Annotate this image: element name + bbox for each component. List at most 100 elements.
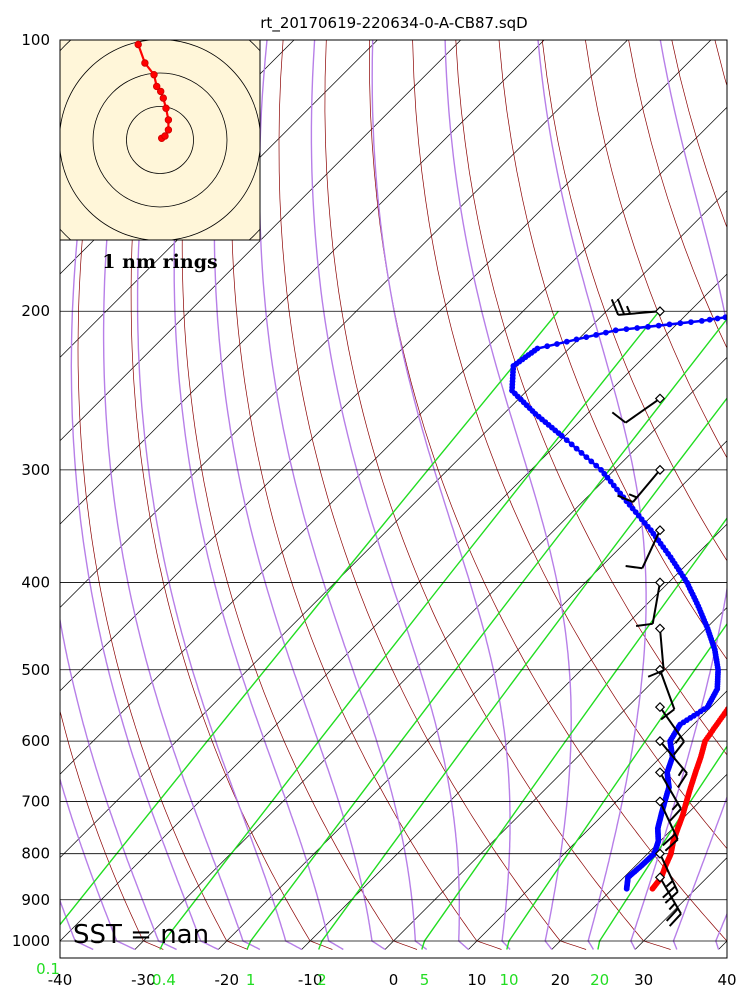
dry-adiabat-line [324, 40, 671, 950]
temperature-point [735, 679, 740, 684]
chart-title: rt_20170619-220634-0-A-CB87.sqD [260, 14, 527, 33]
dewpoint-point [714, 315, 721, 322]
temperature-point [738, 670, 743, 675]
hodograph-point [156, 87, 165, 96]
dewpoint-point [747, 311, 750, 316]
wind-barb [610, 298, 666, 317]
temperature-point [729, 698, 734, 703]
dry-adiabat-line [77, 40, 249, 950]
temperature-point [745, 642, 750, 647]
temperature-tick-label: 10 [467, 971, 486, 989]
dewpoint-profile-line [510, 315, 727, 889]
temperature-point [735, 682, 740, 687]
moist-adiabat-line [136, 40, 302, 951]
moist-adiabat-line [371, 40, 511, 950]
pressure-tick-labels: 100 200 300 400 500 600 700 800 900 1000 [12, 31, 50, 950]
dewpoint-point [688, 319, 694, 325]
temperature-tick-label: -30 [131, 971, 156, 989]
temperature-point [730, 695, 735, 700]
isotherm-line [384, 607, 727, 950]
dewpoint-point [645, 323, 651, 330]
temperature-point [737, 672, 742, 677]
mixing-ratio-labels: 0.1 0.4 1 2 5 10 20 [36, 960, 609, 989]
dewpoint-point [731, 314, 736, 319]
temperature-point [732, 689, 737, 694]
hodograph-point [162, 104, 170, 112]
hodograph-point [141, 59, 149, 67]
temperature-point [743, 650, 748, 655]
mixing-ratio-label: 5 [420, 971, 430, 989]
dewpoint-point [648, 527, 654, 534]
dewpoint-point [604, 474, 611, 481]
temperature-point [731, 691, 736, 696]
sounding-profiles [509, 311, 750, 892]
temperature-tick-label: 40 [717, 971, 736, 989]
pressure-tick-label: 100 [21, 31, 50, 49]
mixing-ratio-line [597, 745, 727, 950]
dewpoint-point [666, 321, 673, 328]
pressure-tick-label: 500 [21, 661, 50, 679]
mixing-ratio-line [159, 310, 660, 950]
temperature-tick-label: 0 [389, 971, 399, 989]
wind-barbs [610, 298, 688, 927]
temperature-tick-label: -10 [298, 971, 323, 989]
temperature-point [731, 693, 736, 698]
moist-adiabat-line [258, 40, 428, 951]
isotherm-line [718, 940, 727, 950]
hodograph-inset [59, 39, 261, 241]
dry-adiabat-line [181, 40, 418, 950]
mixing-ratio-label: 1 [246, 971, 256, 989]
dewpoint-point [573, 336, 580, 343]
dewpoint-point [598, 466, 604, 473]
temperature-point [746, 639, 750, 644]
dry-adiabat-line [412, 40, 727, 850]
mixing-ratio-line [246, 317, 727, 950]
wind-barb [635, 577, 666, 627]
pressure-tick-label: 1000 [12, 932, 50, 950]
dry-adiabat-line [455, 40, 727, 756]
dewpoint-point [706, 316, 713, 323]
dewpoint-point [698, 317, 705, 324]
dewpoint-point [573, 445, 580, 452]
isotherm-line [60, 40, 461, 442]
temperature-point [727, 702, 732, 707]
dewpoint-point [612, 327, 619, 334]
wind-barb [611, 393, 666, 424]
pressure-tick-label: 800 [21, 845, 50, 863]
dry-adiabat-line [541, 40, 727, 562]
temperature-point [734, 684, 739, 689]
hodograph-point [164, 116, 173, 124]
wind-barb [654, 736, 688, 788]
dewpoint-point [568, 441, 575, 448]
isotherm-line [218, 440, 727, 950]
temperature-point [736, 677, 741, 682]
dewpoint-point [634, 325, 641, 331]
dewpoint-point [554, 341, 560, 347]
temperature-point [743, 652, 748, 657]
pressure-tick-label: 900 [21, 891, 50, 909]
background-lines [60, 40, 727, 951]
temperature-point [740, 662, 745, 667]
hodograph-ring-label: 1 nm rings [102, 251, 217, 273]
dewpoint-point [677, 320, 684, 327]
hodograph-point [152, 82, 161, 91]
dry-adiabat-line [369, 40, 727, 942]
pressure-tick-label: 400 [21, 573, 50, 591]
hodograph-point [161, 132, 169, 140]
dewpoint-point [614, 486, 620, 493]
dewpoint-point [629, 505, 636, 512]
temperature-point [740, 665, 745, 670]
temperature-point [739, 667, 744, 672]
pressure-tick-label: 700 [21, 792, 50, 810]
wind-barb [617, 464, 666, 503]
plot-frame [59, 39, 728, 959]
wind-barb [654, 848, 679, 904]
dewpoint-point [655, 322, 662, 329]
dry-adiabat-line [231, 40, 502, 950]
isotherm-line [60, 106, 727, 775]
dewpoint-point [583, 454, 590, 460]
temperature-point [741, 660, 746, 665]
dewpoint-point [588, 458, 595, 465]
moist-adiabat-line [70, 40, 219, 951]
